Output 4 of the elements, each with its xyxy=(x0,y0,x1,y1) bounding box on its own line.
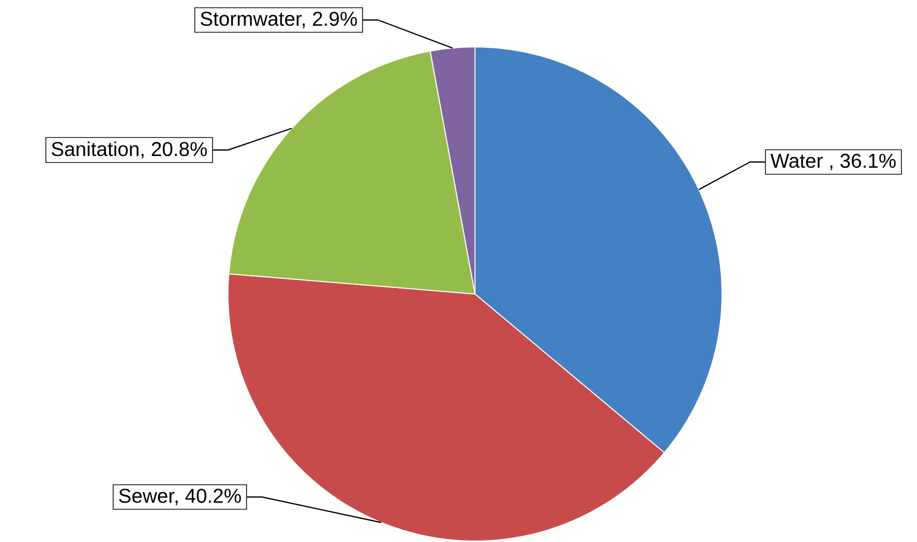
slice-label: Stormwater, 2.9% xyxy=(200,12,357,28)
slice-label: Water , 36.1% xyxy=(770,154,896,170)
slice-label: Sanitation, 20.8% xyxy=(52,141,207,159)
slice-label: Sewer, 40.2% xyxy=(119,488,241,506)
